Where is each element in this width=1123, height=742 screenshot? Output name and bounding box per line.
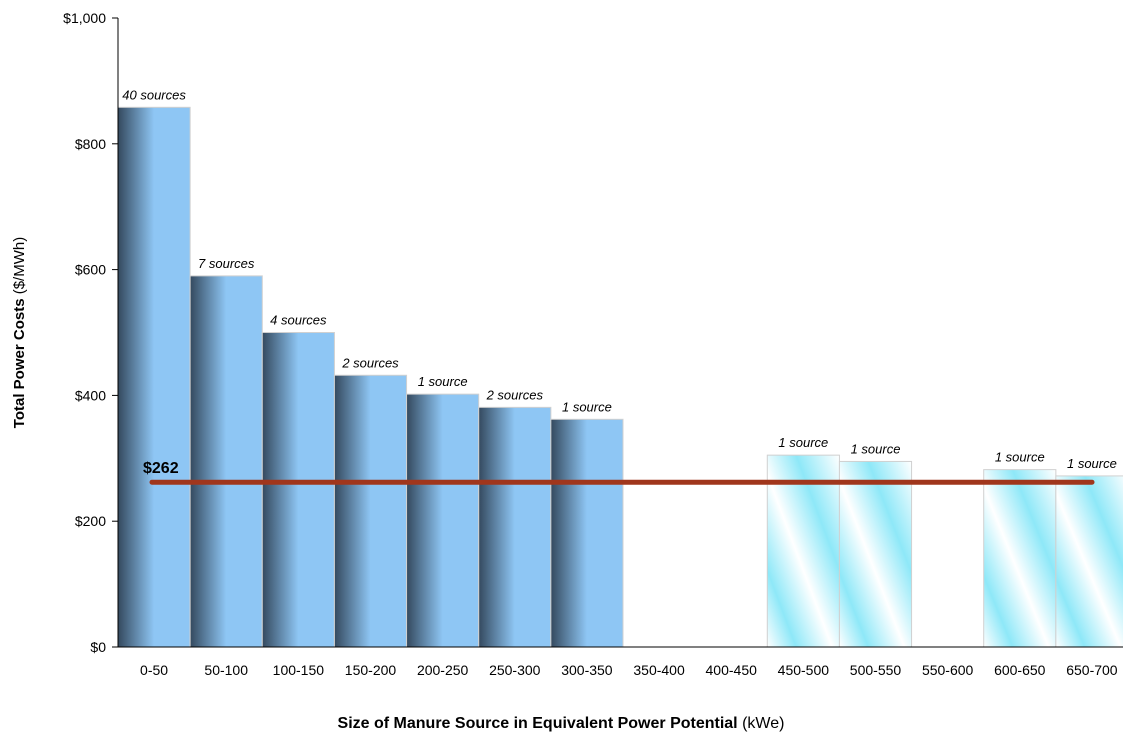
bar [478, 406, 552, 648]
bar-count-label: 7 sources [198, 256, 255, 271]
reference-line-group: $262 [143, 460, 1095, 485]
bars [117, 106, 1123, 648]
bar [766, 454, 840, 648]
bar [333, 374, 408, 648]
bar-count-label: 2 sources [486, 387, 544, 402]
y-tick-label: $400 [75, 387, 106, 403]
y-tick-label: $200 [75, 513, 106, 529]
bar-count-label: 1 source [1067, 456, 1117, 471]
x-axis-title: Size of Manure Source in Equivalent Powe… [338, 715, 785, 732]
x-tick-label: 600-650 [994, 662, 1046, 678]
y-tick-label: $600 [75, 262, 106, 278]
x-axis-title-bold: Size of Manure Source in Equivalent Powe… [338, 715, 738, 732]
x-tick-label: 500-550 [850, 662, 902, 678]
bar [838, 460, 913, 648]
bar-count-label: 2 sources [341, 355, 399, 370]
y-tick-label: $800 [75, 136, 106, 152]
bar-count-label: 1 source [562, 399, 612, 414]
x-tick-label: 150-200 [345, 662, 397, 678]
bar-count-label: 4 sources [270, 313, 327, 328]
bar [550, 418, 624, 648]
axes [112, 17, 1123, 648]
y-tick-label: $0 [90, 639, 106, 655]
bar [406, 393, 480, 648]
x-tick-label: 50-100 [204, 662, 248, 678]
bar-count-label: 1 source [995, 450, 1045, 465]
bar-count-label: 40 sources [122, 87, 186, 102]
x-tick-label: 200-250 [417, 662, 469, 678]
bar [261, 332, 335, 648]
x-tick-label: 250-300 [489, 662, 541, 678]
x-axis-title-unit: (kWe) [738, 715, 785, 732]
bar [117, 106, 191, 648]
bar-count-label: 1 source [778, 435, 828, 450]
x-tick-label: 100-150 [273, 662, 325, 678]
y-tick-label: $1,000 [63, 10, 106, 26]
y-axis-title: Total Power Costs ($/MWh) [11, 237, 28, 428]
labels: 40 sources 7 sources 4 sources 2 sources 1 s… [11, 10, 1118, 732]
reference-line-label: $262 [143, 460, 179, 477]
y-axis-title-unit: ($/MWh) [11, 237, 28, 299]
x-tick-label: 300-350 [561, 662, 613, 678]
bar [1055, 475, 1123, 648]
x-tick-label: 350-400 [633, 662, 685, 678]
x-tick-label: 400-450 [706, 662, 758, 678]
bar-count-label: 1 source [851, 441, 901, 456]
x-tick-label: 450-500 [778, 662, 830, 678]
x-tick-label: 550-600 [922, 662, 974, 678]
x-tick-label: 650-700 [1066, 662, 1118, 678]
bar [189, 275, 263, 648]
x-tick-label: 0-50 [140, 662, 168, 678]
bar-count-label: 1 source [418, 374, 468, 389]
bar [983, 469, 1057, 648]
y-axis-title-bold: Total Power Costs [11, 298, 28, 428]
